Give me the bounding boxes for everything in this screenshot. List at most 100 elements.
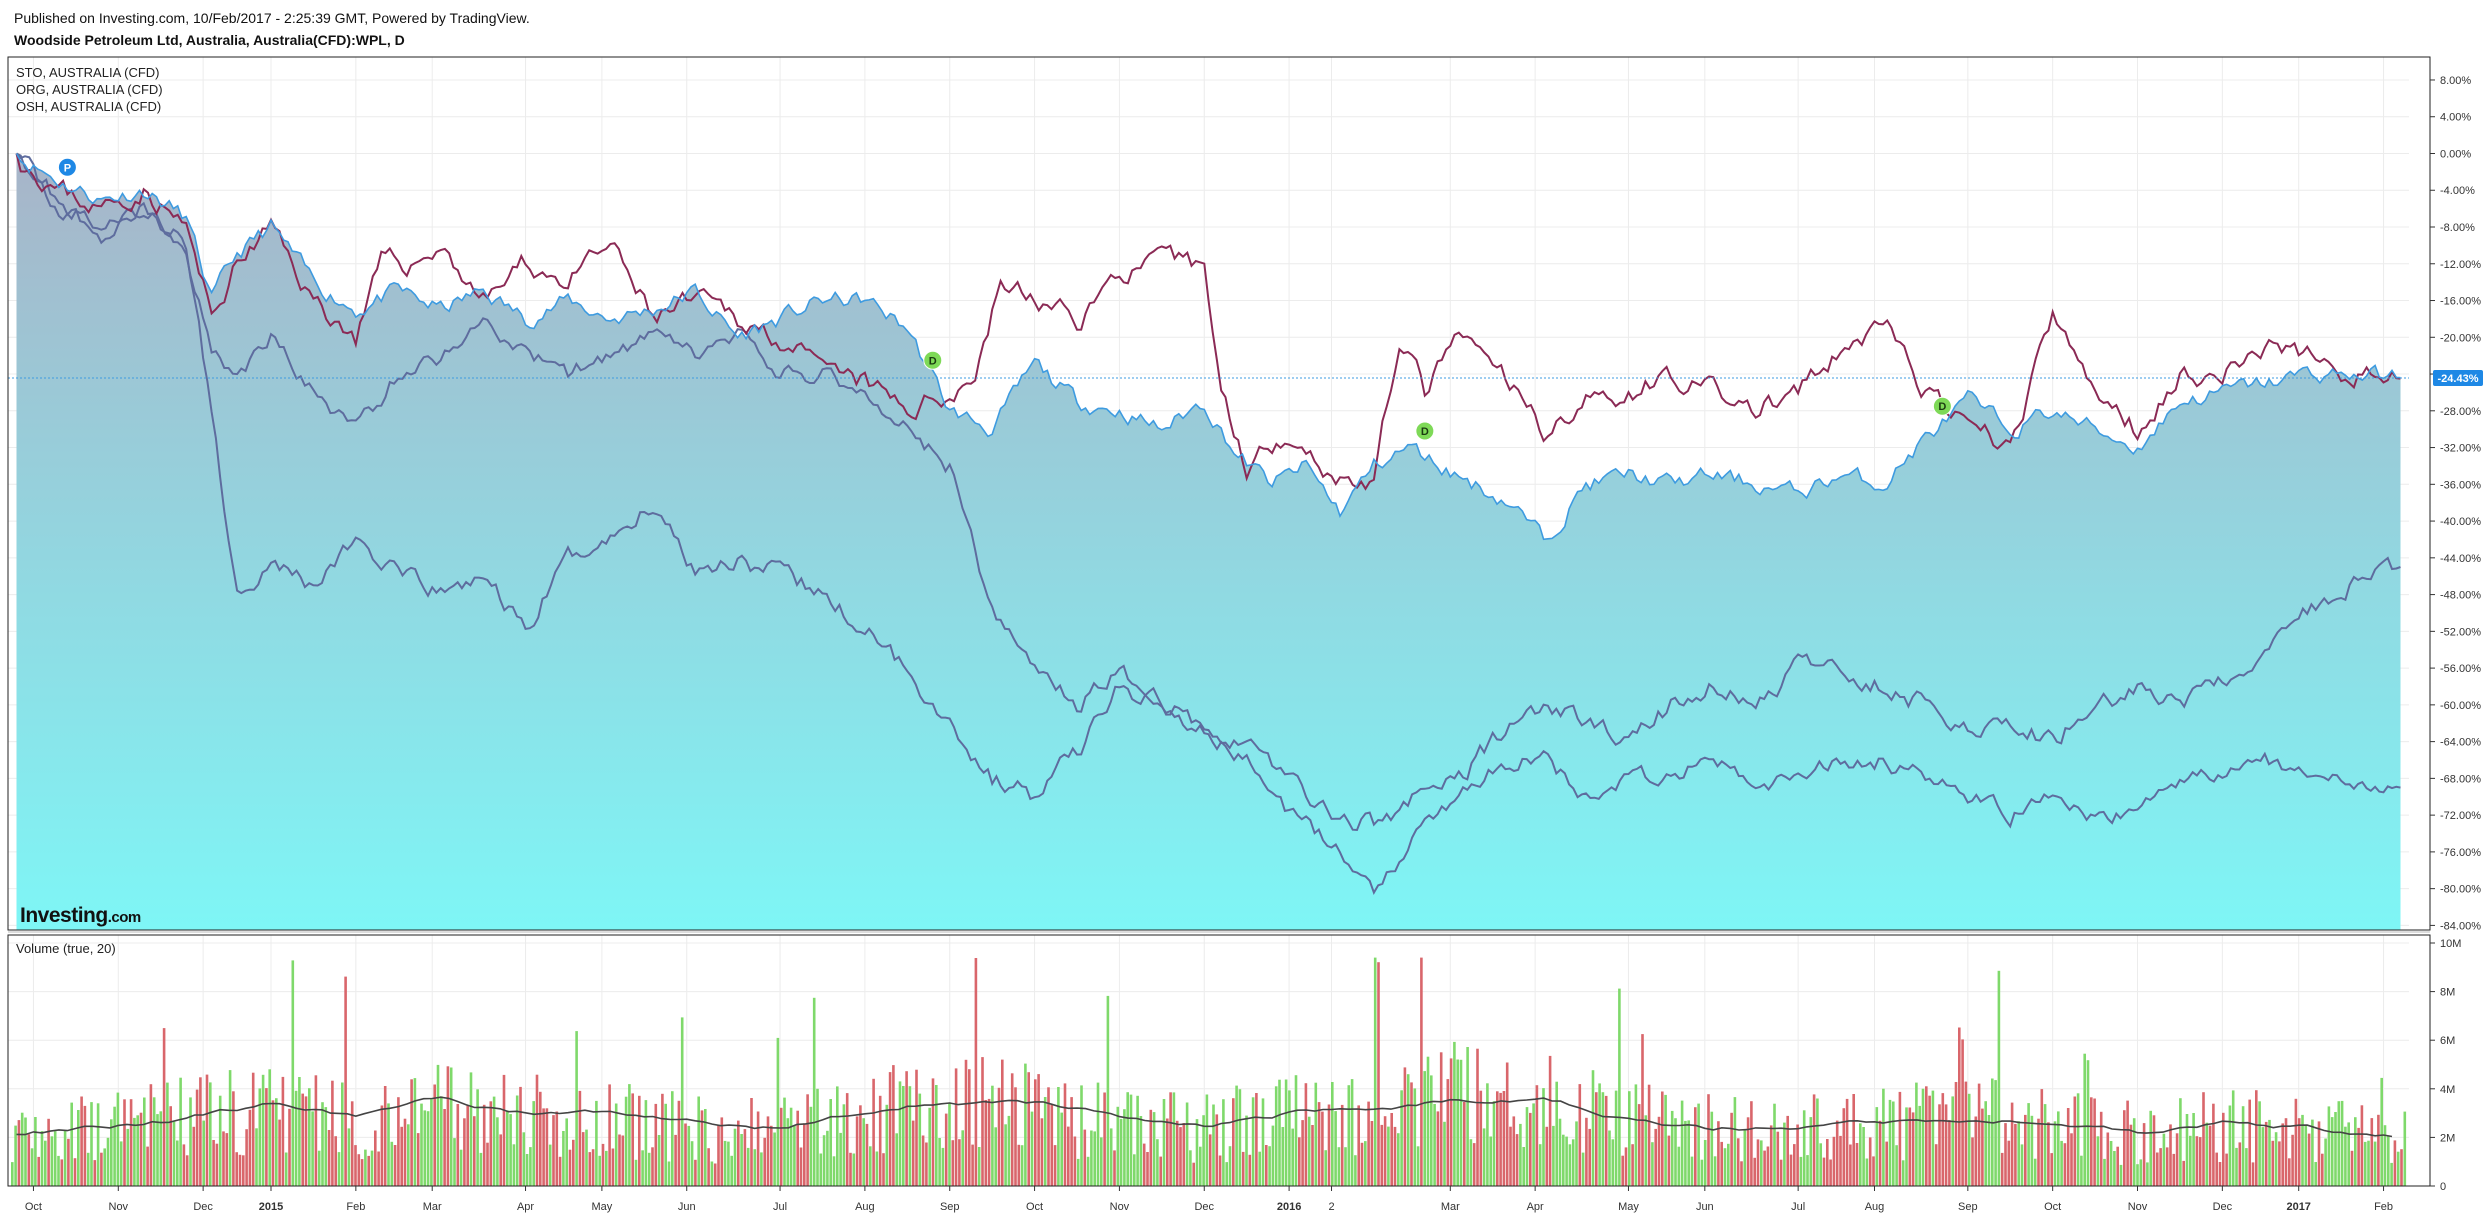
volume-bar (80, 1096, 83, 1186)
volume-bar (1651, 1142, 1654, 1186)
volume-bar (281, 1076, 285, 1186)
volume-bar (1670, 1110, 1674, 1186)
volume-bar (334, 1136, 337, 1186)
volume-bar (1944, 1104, 1948, 1186)
volume-bar (133, 1117, 136, 1186)
volume-bar (218, 1095, 222, 1186)
volume-bar (2396, 1151, 2400, 1186)
volume-bar (1307, 1116, 1311, 1186)
x-tick-label: Sep (940, 1201, 960, 1213)
volume-bar (1060, 1112, 1063, 1186)
volume-bar (1687, 1120, 1690, 1186)
volume-bar (1334, 1111, 1337, 1186)
volume-bar (103, 1148, 106, 1186)
volume-bar (149, 1084, 153, 1186)
last-value-text: -24.43% (2438, 373, 2479, 385)
volume-bar (1571, 1139, 1575, 1186)
volume-bar (2294, 1098, 2298, 1186)
x-tick-label: 2017 (2286, 1201, 2310, 1213)
volume-bar (1826, 1139, 1829, 1186)
volume-bar (2116, 1146, 2119, 1186)
volume-bar (1918, 1105, 1921, 1186)
price-axis[interactable]: 8.00% 4.00% 0.00% -4.00% -8.00% -12.00% -16.00… (2430, 75, 2481, 932)
event-markers[interactable]: P D D D (57, 157, 1952, 441)
volume-bar (1410, 1082, 1413, 1186)
volume-label: Volume (true, 20) (16, 941, 116, 956)
volume-bar (826, 1130, 829, 1186)
x-tick-label: Sep (1958, 1201, 1978, 1213)
volume-bar (832, 1156, 836, 1186)
volume-bar (93, 1160, 97, 1186)
volume-bar (2103, 1158, 2106, 1186)
volume-bar (1971, 1137, 1974, 1186)
volume-bar (951, 1140, 955, 1186)
volume-bar (1245, 1115, 1248, 1186)
volume-bar (1063, 1083, 1067, 1186)
time-axis[interactable]: Oct Nov Dec 2015 Feb Mar Apr May Jun Jul Aug Sep Oct… (25, 1186, 2393, 1213)
svg-text:Investing.com: Investing.com (20, 904, 141, 927)
volume-bar (86, 1152, 90, 1186)
volume-bar (1241, 1151, 1245, 1186)
volume-bar (1304, 1083, 1308, 1186)
volume-bar (799, 1147, 803, 1186)
volume-bar (552, 1115, 555, 1186)
volume-bar (410, 1079, 413, 1186)
volume-bar (1753, 1157, 1756, 1186)
volume-bar (2354, 1117, 2357, 1186)
volume-bar (1403, 1067, 1407, 1186)
volume-bar (205, 1074, 209, 1186)
volume-bar (977, 1147, 981, 1186)
volume-bar (430, 1099, 433, 1186)
volume-bar (1116, 1106, 1120, 1186)
volume-bar (2321, 1153, 2324, 1186)
volume-bar (2274, 1132, 2278, 1186)
volume-bar (1740, 1161, 1743, 1186)
volume-bar (278, 1119, 281, 1186)
volume-bar (1882, 1088, 1885, 1186)
volume-bar (2159, 1148, 2162, 1186)
volume-bar (2172, 1153, 2176, 1186)
volume-bar (1575, 1121, 1578, 1186)
volume-bar (1713, 1156, 1717, 1186)
volume-bar (789, 1107, 793, 1186)
volume-bar (275, 1098, 278, 1186)
x-tick-label: Feb (2374, 1201, 2393, 1213)
volume-bar (1743, 1130, 1747, 1186)
volume-bar (2297, 1118, 2301, 1186)
sto-series-line (15, 153, 2401, 491)
volume-bar (717, 1124, 720, 1186)
volume-bar (925, 1142, 928, 1186)
volume-bar (1812, 1094, 1816, 1186)
volume-bar (1420, 957, 1423, 1186)
volume-bar (166, 1082, 169, 1186)
volume-bar (598, 1155, 601, 1186)
volume-bar (1397, 1133, 1400, 1186)
volume-bar (647, 1152, 651, 1186)
volume-bar (819, 1153, 823, 1186)
volume-bar (347, 1128, 351, 1186)
volume-bar (1700, 1159, 1704, 1186)
volume-bar (1519, 1123, 1522, 1186)
volume-bar (1053, 1145, 1057, 1186)
volume-axis[interactable]: 10M 8M 6M 4M 2M 0 (2430, 938, 2461, 1193)
volume-bar (1661, 1091, 1664, 1186)
volume-bar (1387, 1126, 1390, 1186)
volume-bar (921, 1135, 925, 1186)
volume-bar (1251, 1097, 1255, 1186)
volume-tick-label: 8M (2440, 987, 2455, 999)
volume-bar (284, 1152, 288, 1186)
volume-bar (331, 1080, 334, 1186)
volume-bar (2264, 1121, 2268, 1186)
volume-bar (24, 1117, 27, 1186)
volume-bar (1136, 1095, 1139, 1186)
volume-bar (1568, 1144, 1572, 1186)
volume-bar (1694, 1107, 1697, 1186)
volume-bar (1809, 1117, 1813, 1186)
volume-bar (875, 1151, 879, 1186)
volume-bar (357, 1154, 361, 1186)
volume-bar (2380, 1077, 2383, 1186)
volume-bar (2215, 1152, 2218, 1186)
y-tick-label: -40.00% (2440, 516, 2481, 528)
volume-bar (1482, 1128, 1486, 1186)
